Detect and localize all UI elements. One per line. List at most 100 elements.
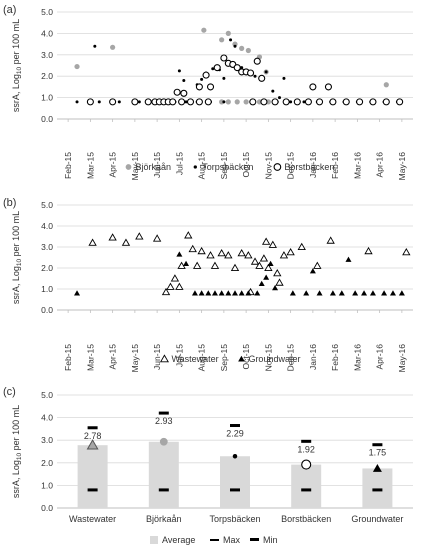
panel-c-average-marker-bjrkan <box>159 437 168 446</box>
panel-a-ytick-label: 0.0 <box>41 114 53 124</box>
panel-b-wastewater-point <box>244 251 253 259</box>
panel-b-wastewater-point <box>224 251 233 259</box>
panel-a-legend-marker-bjrkan <box>125 164 132 170</box>
panel-b-groundwater-point <box>245 290 252 296</box>
panel-a-borstbcken-point <box>131 98 139 106</box>
panel-b-wastewater-point <box>88 238 97 246</box>
panel-c-max-marker-torpsbcken <box>230 424 240 428</box>
panel-a-borstbcken-point <box>342 98 350 106</box>
panel-b-xtick-label: Jul-15 <box>174 344 184 367</box>
panel-a-xtick-label: Oct-15 <box>241 152 251 178</box>
panel-c-ytick-label: 4.0 <box>41 413 53 423</box>
panel-a-torpsbcken-point <box>200 77 204 81</box>
panel-a-xtick-label: Feb-15 <box>63 152 73 179</box>
panel-b-wastewater-point <box>402 247 411 256</box>
panel-b-wastewater-point <box>261 237 271 245</box>
panel-a-borstbcken-point <box>195 98 203 106</box>
panel-a-xtick-label: May-15 <box>130 152 140 181</box>
panel-a-bjrkan-point <box>74 63 80 70</box>
panel-a-borstbcken-point <box>253 57 261 65</box>
panel-b-ytick-label: 3.0 <box>41 242 53 252</box>
panel-b-xtick-label: Dec-15 <box>286 344 296 372</box>
panel-b-wastewater-point <box>264 263 273 271</box>
panel-b-wastewater-point <box>297 242 306 251</box>
panel-b-wastewater-point <box>177 261 186 269</box>
panel-a-xtick-label: May-16 <box>397 152 407 181</box>
panel-a-legend-label-borstbcken: Borstbäcken <box>284 162 334 172</box>
panel-b-xtick-label: Mar-16 <box>352 344 362 371</box>
panel-c-max-marker-bjrkan <box>158 411 169 415</box>
panel-b-wastewater-point <box>192 261 202 269</box>
panel-a-ylabel-part: ssrA, Log <box>11 74 21 112</box>
panel-a-bjrkan-point <box>219 37 225 43</box>
panel-b-groundwater-point <box>218 290 225 296</box>
panel-b-groundwater-point <box>205 290 212 296</box>
panel-a-borstbcken-point <box>324 83 333 91</box>
panel-a-borstbcken-point <box>180 89 188 97</box>
panel-c-ylabel: ssrA, Log10 per 100 mL <box>11 405 23 498</box>
panel-a-borstbcken-point <box>186 98 195 106</box>
panel-b-ytick-label: 1.0 <box>41 284 53 294</box>
panel-a-borstbcken-point <box>169 98 177 106</box>
panel-a-borstbcken-point <box>329 98 337 106</box>
panel-a-borstbcken-point <box>195 83 203 91</box>
panel-a-bjrkan-point <box>245 47 251 54</box>
panel-b-ylabel: ssrA, Log10 per 100 mL <box>11 211 23 304</box>
panel-a-ytick-label: 3.0 <box>41 50 53 60</box>
panel-a-borstbcken-point <box>271 98 279 106</box>
panel-a-ylabel: ssrA, Log10 per 100 mL <box>11 19 23 112</box>
panel-b-wastewater-point <box>152 234 162 242</box>
panel-a-xtick-label: Dec-15 <box>286 152 296 180</box>
panel-b-wastewater-point <box>237 248 246 257</box>
panel-b-wastewater-point <box>230 263 240 271</box>
panel-c-category-label-torpsbcken: Torpsbäcken <box>209 514 260 524</box>
panel-a-torpsbcken-point <box>93 44 97 48</box>
panel-b-groundwater-point <box>74 290 81 296</box>
panel-b-legend-label-groundwater: Groundwater <box>248 354 300 364</box>
panel-a-borstbcken-point <box>144 98 152 106</box>
panel-b-label: (b) <box>3 197 16 209</box>
panel-a-torpsbcken-point <box>177 69 181 73</box>
panel-a-bjrkan-point <box>110 44 116 50</box>
panel-c-ylabel-part: ssrA, Log <box>11 460 21 498</box>
panel-a-label: (a) <box>3 4 16 16</box>
panel-a-ytick-label: 1.0 <box>41 93 53 103</box>
panel-c-legend-label-min: Min <box>263 535 278 545</box>
panel-b-wastewater-point <box>166 282 175 290</box>
panel-a-bjrkan-point <box>219 99 225 105</box>
panel-c-max-marker-borstbcken <box>301 439 312 443</box>
panel-b-groundwater-point <box>232 290 238 296</box>
panel-a-xtick-label: Mar-16 <box>352 152 362 179</box>
panel-c-value-label-groundwater: 1.75 <box>369 448 387 458</box>
panel-b-ytick-label: 5.0 <box>41 200 53 210</box>
panel-a-torpsbcken-point <box>264 70 268 74</box>
panel-a-borstbcken-point <box>173 88 181 96</box>
panel-a-borstbcken-point <box>204 98 212 106</box>
panel-a-legend-marker-torpsbcken <box>193 165 197 169</box>
panel-a-borstbcken-point <box>309 83 317 91</box>
panel-c-ytick-label: 2.0 <box>41 458 53 468</box>
panel-a-torpsbcken-point <box>97 100 101 104</box>
panel-c-category-label-borstbcken: Borstbäcken <box>281 514 331 524</box>
panel-b-wastewater-point <box>170 274 180 282</box>
panel-c-value-label-wastewater: 2.78 <box>84 431 102 441</box>
panel-b-groundwater-point <box>254 290 261 296</box>
panel-c-legend-label-max: Max <box>223 535 241 545</box>
panel-b-wastewater-point <box>121 238 131 246</box>
panel-a-bjrkan-point <box>383 82 389 88</box>
panel-a-torpsbcken-point <box>278 96 281 100</box>
panel-b-groundwater-point <box>267 260 274 267</box>
panel-b-wastewater-point <box>259 254 269 262</box>
panel-b-wastewater-point <box>197 246 206 255</box>
panel-a-torpsbcken-point <box>222 100 226 104</box>
panel-c-category-label-bjrkan: Björkaån <box>146 514 182 524</box>
panel-a-borstbcken-point <box>178 98 186 106</box>
panel-a-bjrkan-point <box>225 30 231 36</box>
panel-a-xtick-label: Jun-15 <box>152 152 162 178</box>
panel-a-torpsbcken-point <box>222 76 226 80</box>
panel-a-legend-marker-borstbcken <box>273 163 282 171</box>
panel-c-category-label-groundwater: Groundwater <box>351 514 403 524</box>
panel-a-borstbcken-point <box>247 69 255 77</box>
panel-a-torpsbcken-point <box>117 100 121 104</box>
